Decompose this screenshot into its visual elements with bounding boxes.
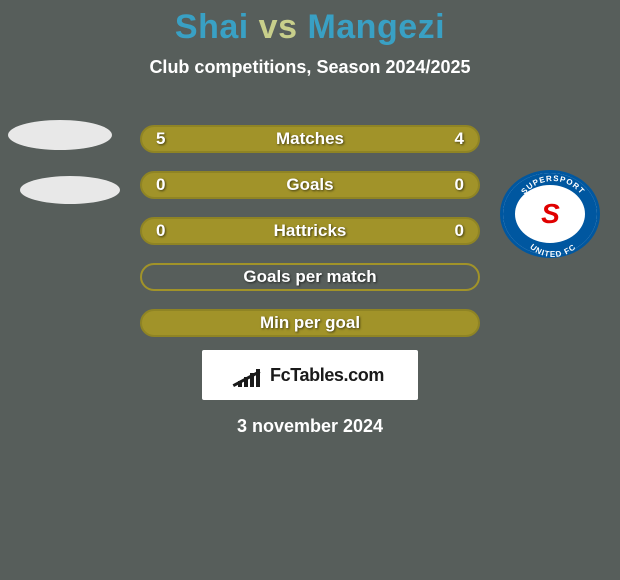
vs-separator: vs	[259, 8, 298, 46]
stat-label: Matches	[142, 129, 478, 149]
stat-label: Goals per match	[142, 267, 478, 287]
stat-row: 5Matches4	[140, 125, 480, 153]
brand-logo[interactable]: FcTables.com	[202, 350, 418, 400]
stat-label: Hattricks	[142, 221, 478, 241]
svg-text:SUPERSPORT: SUPERSPORT	[519, 174, 586, 196]
stat-row: 0Hattricks0	[140, 217, 480, 245]
player2-name: Mangezi	[307, 8, 445, 46]
player2-club-badge: SUPERSPORT UNITED FC S	[500, 170, 600, 258]
player1-name: Shai	[175, 8, 249, 46]
stat-rows: 5Matches4 0Goals0 0Hattricks0 Goals per mat…	[140, 125, 480, 355]
stat-row: Goals per match	[140, 263, 480, 291]
stat-row: Min per goal	[140, 309, 480, 337]
brand-logo-text: FcTables.com	[270, 365, 384, 386]
player1-club-badge-placeholder-1	[8, 120, 112, 150]
club-badge-text-top: SUPERSPORT	[519, 174, 586, 196]
page-title: Shai vs Mangezi	[0, 0, 620, 47]
brand-logo-icon	[236, 363, 264, 387]
club-badge-text-bottom: UNITED FC	[528, 242, 578, 259]
svg-text:UNITED FC: UNITED FC	[528, 242, 578, 259]
snapshot-date: 3 november 2024	[0, 416, 620, 437]
subtitle: Club competitions, Season 2024/2025	[0, 57, 620, 78]
stat-label: Min per goal	[142, 313, 478, 333]
player1-club-badge-placeholder-2	[20, 176, 120, 204]
club-badge-svg: SUPERSPORT UNITED FC	[503, 173, 603, 261]
stat-row: 0Goals0	[140, 171, 480, 199]
stat-label: Goals	[142, 175, 478, 195]
